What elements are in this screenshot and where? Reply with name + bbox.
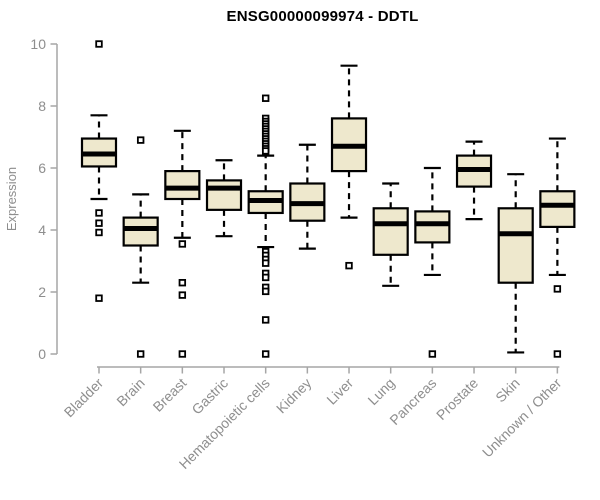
y-tick-label: 2 [38, 284, 46, 300]
boxplot-pancreas [414, 166, 451, 358]
outlier-point [261, 273, 270, 282]
x-tick-label: Breast [150, 375, 190, 415]
y-axis-title: Expression [4, 167, 19, 231]
x-tick-label: Kidney [273, 375, 315, 417]
outlier-point [178, 350, 187, 358]
x-tick-label: Lung [364, 375, 397, 408]
iqr-box [539, 190, 576, 229]
iqr-box [205, 179, 243, 211]
chart-title: ENSG00000099974 - DDTL [226, 8, 419, 25]
iqr-box [414, 210, 451, 244]
boxplot-liver [330, 64, 368, 270]
outlier-point [428, 350, 437, 358]
boxplot-hematopoietic-cells [247, 94, 284, 358]
boxplot-lung [372, 182, 409, 287]
y-tick-label: 8 [38, 98, 46, 114]
boxplot-breast [164, 129, 201, 358]
y-tick-label: 4 [38, 222, 46, 238]
outlier-point [261, 316, 270, 324]
y-tick-label: 0 [38, 346, 46, 362]
outlier-point [261, 259, 270, 267]
outlier-point [553, 285, 562, 293]
outlier-point [261, 94, 270, 102]
outlier-point [261, 350, 270, 358]
outlier-point [553, 350, 562, 358]
x-tick-label: Skin [492, 375, 523, 406]
boxplot-kidney [289, 143, 326, 250]
y-tick-label: 10 [30, 36, 46, 52]
iqr-box [122, 216, 159, 247]
iqr-box [497, 207, 534, 284]
boxplot-brain [122, 136, 159, 358]
outlier-point [95, 294, 103, 302]
iqr-box [164, 170, 201, 201]
outlier-point [95, 40, 103, 48]
x-tick-label: Unknown / Other [479, 375, 565, 461]
iqr-box [372, 207, 409, 256]
boxplot-skin [497, 173, 534, 354]
y-tick-label: 6 [38, 160, 46, 176]
y-axis: 0 2 4 6 8 10 Expression [4, 36, 58, 362]
boxplot-unknown-other [539, 137, 576, 358]
outlier-point [261, 287, 270, 296]
outlier-point [178, 291, 187, 299]
x-tick-label: Brain [113, 375, 147, 409]
outlier-point [95, 219, 103, 227]
boxplot-bladder [80, 40, 118, 302]
outlier-point [95, 209, 103, 217]
boxplot-gastric [205, 159, 243, 238]
outlier-point [345, 261, 353, 270]
x-tick-label: Prostate [433, 375, 481, 423]
outlier-point [178, 240, 187, 248]
boxplot-prostate [455, 140, 493, 221]
outlier-point [261, 147, 270, 155]
outlier-point [136, 136, 145, 144]
x-tick-label: Liver [323, 375, 356, 408]
outlier-point [178, 278, 187, 287]
outlier-point [95, 228, 103, 237]
x-tick-label: Bladder [61, 375, 107, 421]
outlier-point [136, 350, 145, 358]
